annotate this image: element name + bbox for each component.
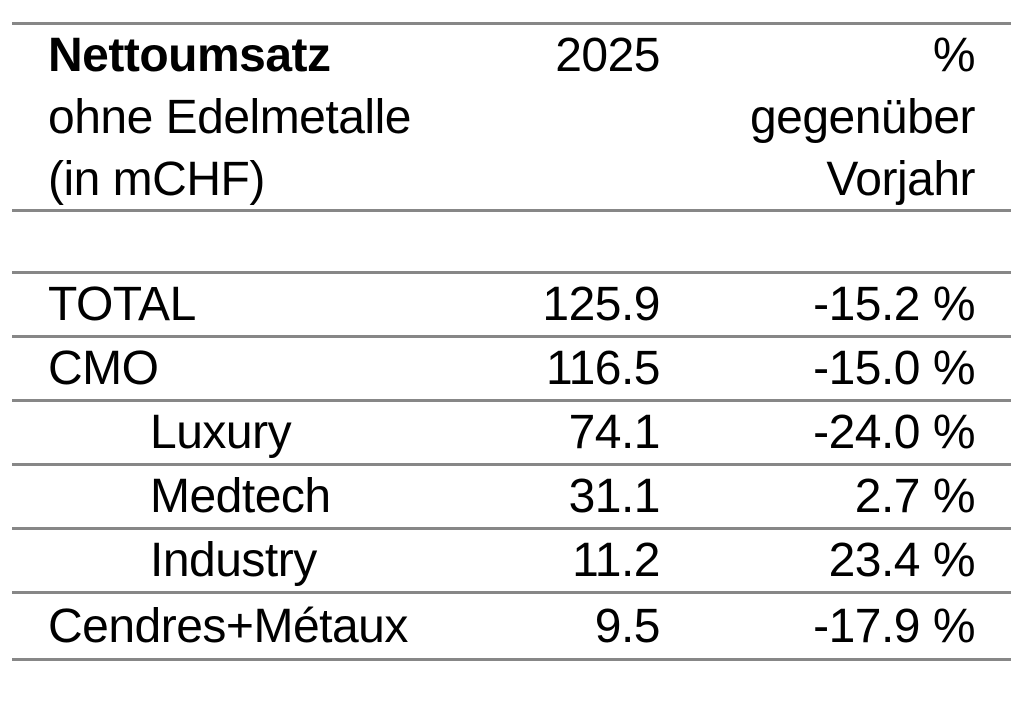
table-row-luxury: Luxury 74.1 -24.0 % [12, 402, 1011, 466]
column-header-change: % gegenüber Vorjahr [660, 25, 1011, 211]
row-label: Industry [150, 534, 317, 587]
row-value: 11.2 [572, 534, 660, 587]
row-value: 9.5 [594, 599, 661, 653]
row-value: 116.5 [545, 342, 661, 395]
table-row-cendres-metaux: Cendres+Métaux 9.5 -17.9 % [12, 594, 1011, 661]
net-revenue-table: Nettoumsatz ohne Edelmetalle (in mCHF) 2… [12, 22, 1011, 661]
row-label: TOTAL [48, 278, 196, 331]
row-label: Luxury [150, 406, 292, 459]
row-change: 23.4 % [828, 534, 976, 587]
row-value: 31.1 [568, 470, 661, 523]
table-title-cell: Nettoumsatz ohne Edelmetalle (in mCHF) [12, 25, 440, 211]
row-change: -15.2 % [813, 278, 975, 331]
table-row-cmo: CMO 116.5 -15.0 % [12, 338, 1011, 402]
table-header-row: Nettoumsatz ohne Edelmetalle (in mCHF) 2… [12, 25, 1011, 212]
row-change: -17.9 % [813, 599, 975, 653]
spacer-row [12, 212, 1011, 274]
row-change: 2.7 % [854, 470, 976, 523]
column-header-change-line1: % [932, 29, 976, 82]
table-row-industry: Industry 11.2 23.4 % [12, 530, 1011, 594]
row-value: 74.1 [568, 406, 661, 459]
row-label: CMO [48, 342, 159, 395]
row-change: -24.0 % [813, 406, 975, 459]
table-subtitle: ohne Edelmetalle [48, 91, 411, 144]
row-value: 125.9 [542, 278, 660, 331]
table-row-medtech: Medtech 31.1 2.7 % [12, 466, 1011, 530]
column-header-change-line3: Vorjahr [826, 153, 975, 206]
table-row-total: TOTAL 125.9 -15.2 % [12, 274, 1011, 338]
column-header-change-line2: gegenüber [749, 91, 976, 144]
row-label: Cendres+Métaux [48, 599, 408, 653]
table-unit: (in mCHF) [48, 153, 265, 206]
table-title: Nettoumsatz [48, 29, 331, 82]
column-header-year: 2025 [555, 29, 660, 82]
row-label: Medtech [150, 470, 331, 523]
row-change: -15.0 % [813, 342, 975, 395]
